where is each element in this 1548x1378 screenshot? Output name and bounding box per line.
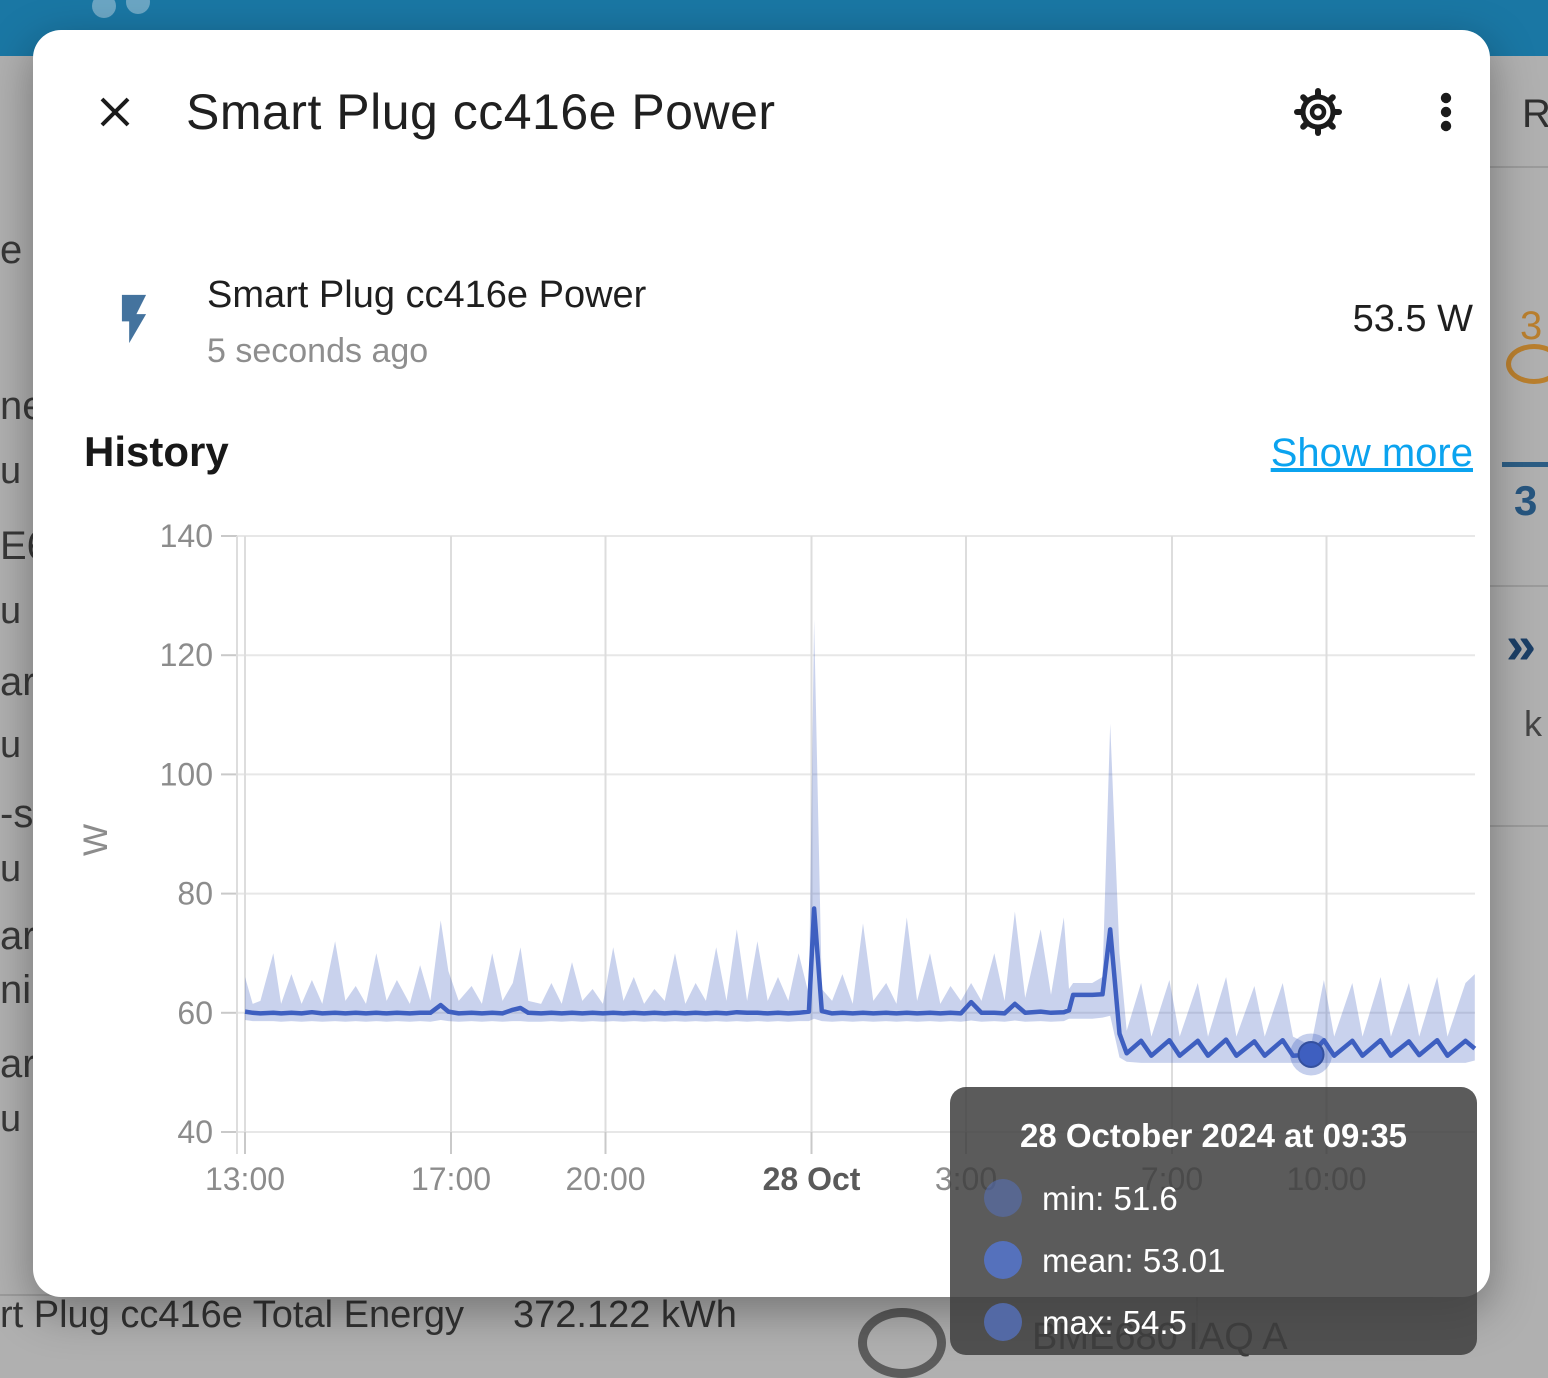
- bg-fragment: R: [1522, 92, 1548, 136]
- bg-fragment: ar: [0, 1042, 36, 1086]
- dialog-title: Smart Plug cc416e Power: [186, 84, 776, 140]
- show-more-link[interactable]: Show more: [1270, 431, 1473, 475]
- bg-fragment: u: [0, 590, 22, 632]
- bg-fragment: rt Plug cc416e Total Energy: [0, 1294, 465, 1336]
- bg-fragment: -s: [0, 792, 34, 836]
- y-tick-label: 80: [177, 876, 213, 912]
- bg-fragment: [1502, 462, 1548, 467]
- overflow-menu-icon[interactable]: [1418, 84, 1474, 140]
- bg-fragment: [1490, 585, 1548, 587]
- tooltip-rows: min: 51.6 mean: 53.01 max: 54.5: [950, 1167, 1477, 1353]
- bg-fragment: k: [1524, 703, 1542, 744]
- x-tick-label: 28 Oct: [763, 1161, 861, 1197]
- history-header: History Show more: [33, 425, 1490, 485]
- y-tick-label: 140: [160, 518, 213, 554]
- entity-more-info-dialog: Smart Plug cc416e Power Smart Plug: [33, 30, 1490, 1297]
- history-heading: History: [84, 428, 229, 475]
- bg-fragment: u: [0, 1098, 22, 1140]
- flash-icon: [105, 290, 163, 348]
- bg-fragment: [858, 1308, 946, 1378]
- logo-dot-icon: [92, 0, 116, 18]
- logo-dot-icon: [126, 0, 150, 14]
- bg-fragment: u: [0, 724, 22, 766]
- entity-state-value: 53.5 W: [1352, 298, 1473, 340]
- series-bullet-icon: [984, 1179, 1022, 1217]
- tooltip-row-mean: mean: 53.01: [950, 1229, 1477, 1291]
- bg-fragment: [1506, 344, 1548, 384]
- minmax-band: [245, 619, 1475, 1063]
- entity-last-changed: 5 seconds ago: [207, 332, 429, 370]
- bg-fragment: ar: [0, 914, 36, 958]
- bg-fragment: ni: [0, 968, 32, 1012]
- dialog-header: Smart Plug cc416e Power: [33, 30, 1490, 195]
- bg-fragment: e: [0, 228, 23, 272]
- bg-fragment: [1490, 166, 1548, 168]
- bg-fragment: [1490, 825, 1548, 827]
- bg-fragment: ar: [0, 660, 36, 704]
- x-tick-label: 17:00: [411, 1161, 491, 1197]
- chart-tooltip: 28 October 2024 at 09:35 min: 51.6 mean:…: [950, 1087, 1477, 1355]
- bg-fragment: 3: [1514, 477, 1538, 524]
- selected-point-marker[interactable]: [1297, 1040, 1325, 1068]
- y-tick-label: 40: [177, 1114, 213, 1150]
- entity-state-row[interactable]: Smart Plug cc416e Power 5 seconds ago 53…: [33, 270, 1490, 400]
- close-icon[interactable]: [89, 86, 141, 138]
- bg-fragment: u: [0, 848, 22, 890]
- y-tick-label: 100: [160, 756, 213, 792]
- bg-fragment: u: [0, 450, 22, 492]
- tooltip-row-min: min: 51.6: [950, 1167, 1477, 1229]
- tooltip-timestamp: 28 October 2024 at 09:35: [1019, 1117, 1408, 1154]
- bg-fragment: »: [1506, 615, 1537, 675]
- bg-fragment: 3: [1520, 304, 1543, 348]
- mean-line: [244, 906, 1477, 1058]
- tooltip-row-max: max: 54.5: [950, 1291, 1477, 1353]
- y-axis-title: W: [77, 824, 115, 856]
- settings-gear-icon[interactable]: [1290, 84, 1346, 140]
- y-tick-label: 120: [160, 637, 213, 673]
- x-tick-label: 20:00: [565, 1161, 645, 1197]
- series-bullet-icon: [984, 1303, 1022, 1341]
- bg-fragment: 372.122 kWh: [513, 1294, 737, 1336]
- y-tick-label: 60: [177, 995, 213, 1031]
- series-bullet-icon: [984, 1241, 1022, 1279]
- entity-name: Smart Plug cc416e Power: [207, 274, 647, 316]
- x-tick-label: 13:00: [205, 1161, 285, 1197]
